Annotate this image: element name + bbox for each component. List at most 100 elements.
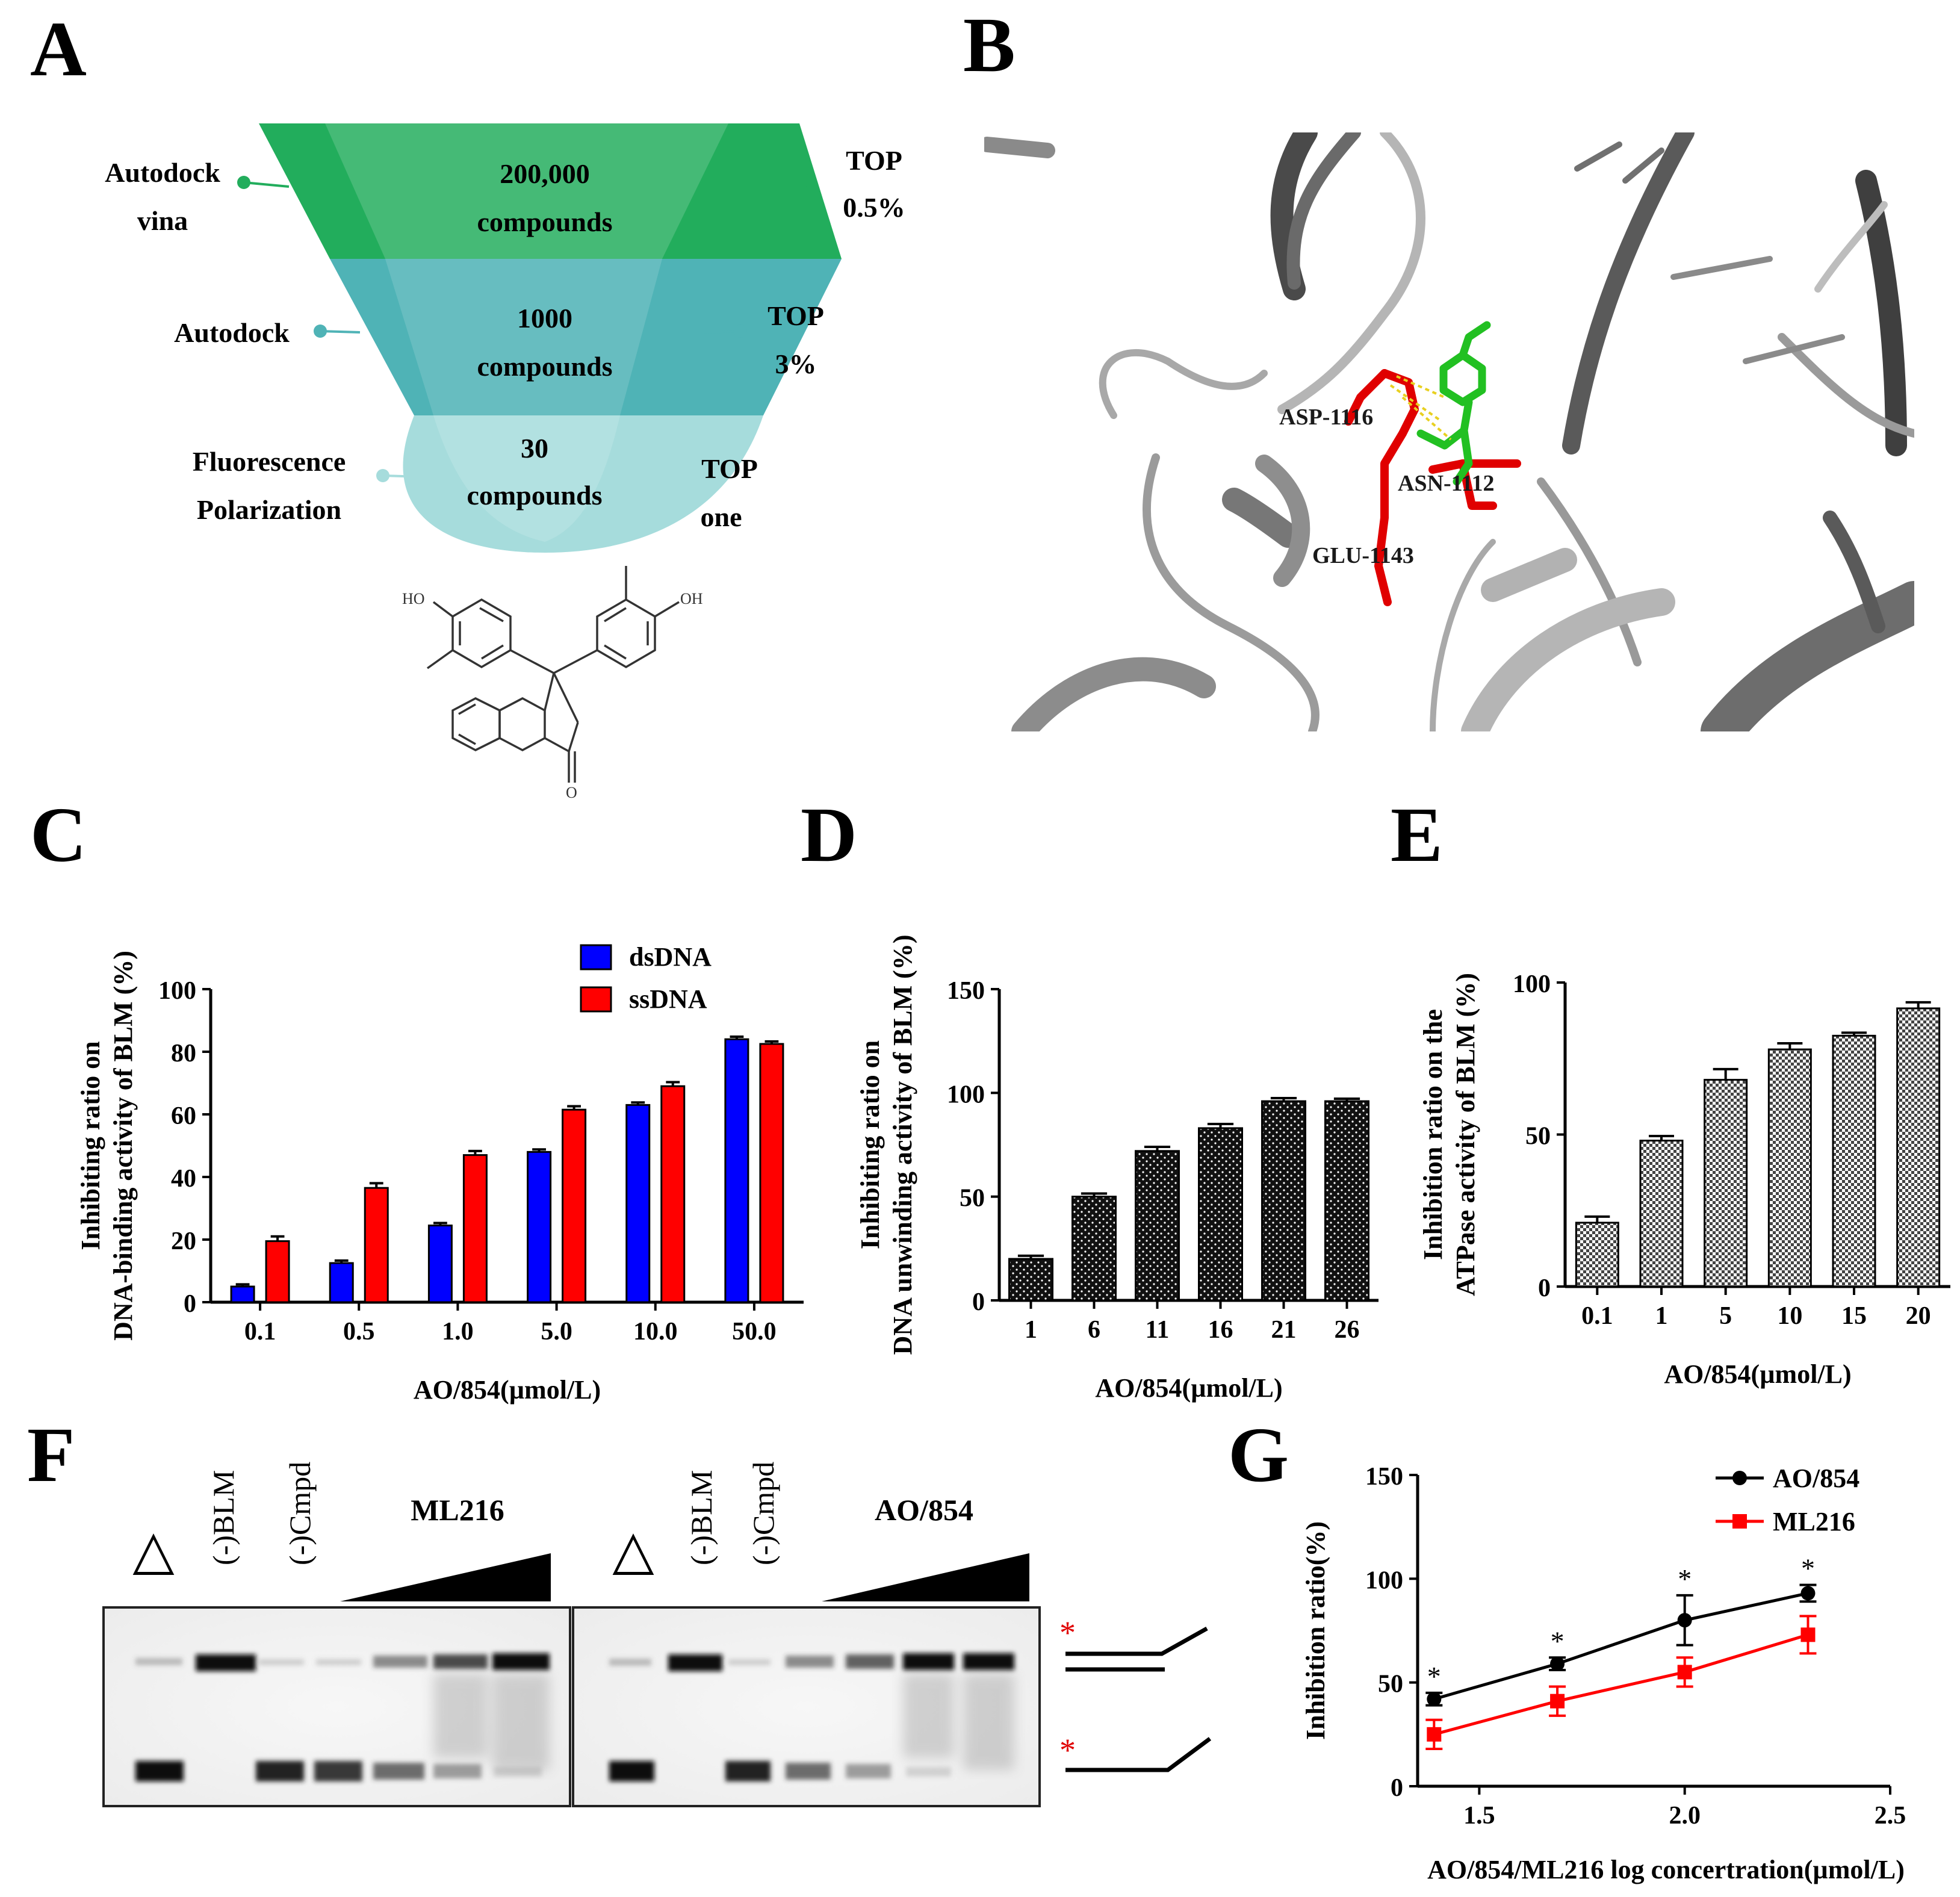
residue-label: GLU-1143	[1312, 543, 1414, 568]
gel-band	[373, 1656, 427, 1668]
gel-band	[963, 1653, 1014, 1670]
funnel-count: 1000	[517, 303, 572, 334]
gel-band	[609, 1659, 651, 1666]
legend-swatch	[580, 986, 612, 1013]
connector-dot	[314, 324, 327, 338]
y-tick-label: 60	[171, 1102, 196, 1130]
gel-band	[728, 1659, 771, 1665]
panel-letter-c: C	[30, 792, 87, 878]
series-line	[1433, 1592, 1809, 1701]
data-point	[1550, 1656, 1565, 1671]
y-tick-label: 0	[1538, 1274, 1551, 1302]
y-axis-label: Inhibition ratio(%)	[1301, 1521, 1330, 1740]
x-tick-label: 2.5	[1875, 1802, 1906, 1830]
y-axis-label: Inhibiting ratio on	[855, 1040, 885, 1249]
significance-star: *	[1427, 1661, 1441, 1692]
marker-star: *	[1059, 1732, 1076, 1768]
gel-band	[256, 1761, 304, 1781]
lane-label: (-)Cmpd	[283, 1462, 317, 1565]
x-axis-label: AO/854(µmol/L)	[1095, 1373, 1282, 1403]
data-point	[1800, 1627, 1816, 1642]
carbonyl-label: O	[566, 784, 577, 801]
bar	[1261, 1100, 1306, 1302]
active-site-residues	[1344, 369, 1521, 606]
bar	[462, 1154, 488, 1303]
panel-letter-g: G	[1228, 1412, 1289, 1498]
panel-c: C 0 20 40 60 80 100 0.1 0.5 1.0 5.0 10.0 50.0 Inhibi…	[30, 792, 804, 1405]
rank-label: TOP	[768, 300, 824, 331]
chemical-structure	[426, 566, 680, 783]
panel-letter-f: F	[27, 1412, 75, 1498]
x-tick-label: 10.0	[633, 1318, 678, 1346]
y-tick-label: 0	[972, 1288, 985, 1316]
gel-ml216: △ (-)BLM (-)Cmpd ML216	[102, 1462, 571, 1807]
data-point	[1677, 1613, 1692, 1628]
data-point	[1427, 1692, 1442, 1707]
step-label: Autodock	[105, 157, 220, 188]
x-axis-label: AO/854(µmol/L)	[414, 1375, 601, 1405]
x-tick-label: 5	[1719, 1302, 1732, 1330]
gel-band	[906, 1767, 951, 1777]
y-tick-label: 20	[171, 1228, 196, 1255]
x-tick-label: 1.5	[1463, 1802, 1495, 1830]
panel-letter-b: B	[963, 2, 1016, 88]
x-tick-label: 0.1	[244, 1318, 276, 1346]
gel-band	[135, 1761, 184, 1781]
significance-star: *	[1678, 1563, 1692, 1594]
rank-label: TOP	[846, 145, 902, 176]
legend-swatch	[580, 944, 612, 970]
bar	[1198, 1127, 1243, 1302]
concentration-wedge	[822, 1553, 1029, 1601]
untreated-triangle: △	[132, 1521, 174, 1580]
gel-band	[725, 1761, 771, 1781]
step-label: vina	[137, 205, 188, 236]
legend-label: dsDNA	[629, 942, 712, 972]
x-tick-label: 21	[1271, 1316, 1297, 1344]
funnel-unit: compounds	[477, 206, 613, 237]
bar	[1832, 1034, 1876, 1288]
funnel	[259, 123, 842, 553]
marker-star: *	[1059, 1615, 1076, 1651]
y-axis-label: DNA-binding activity of BLM (%)	[108, 951, 138, 1341]
gel-band	[492, 1653, 550, 1670]
chart-c: 0 20 40 60 80 100 0.1 0.5 1.0 5.0 10.0 50.0 Inhibiti…	[76, 942, 804, 1405]
gel-smear	[903, 1674, 954, 1758]
y-tick-label: 100	[158, 977, 196, 1005]
gel-smear	[492, 1674, 550, 1770]
bar	[1575, 1222, 1619, 1288]
gel-band	[846, 1654, 894, 1669]
bar	[427, 1225, 453, 1303]
x-tick-label: 0.5	[343, 1318, 375, 1346]
x-tick-label: 11	[1146, 1316, 1170, 1344]
bar	[230, 1285, 255, 1303]
data-point	[1550, 1694, 1565, 1709]
gel-band	[609, 1761, 654, 1781]
funnel-count: 30	[521, 433, 548, 464]
single-strand-icon	[1065, 1737, 1212, 1772]
bar	[364, 1187, 389, 1303]
gel-smear	[433, 1674, 488, 1758]
y-tick-label: 50	[1378, 1671, 1403, 1698]
rank-label: one	[701, 501, 742, 532]
step-label: Polarization	[197, 494, 341, 525]
gel-smear	[963, 1674, 1014, 1770]
hydrogen-bonds	[1389, 375, 1452, 441]
x-axis-label: AO/854/ML216 log concertration(µmol/L)	[1427, 1855, 1905, 1884]
ligand	[1416, 321, 1491, 486]
bar	[1767, 1048, 1812, 1288]
y-axis-label: DNA unwinding activity of BLM (%)	[888, 935, 917, 1355]
y-axis-label: Inhibition ratio on the	[1418, 1009, 1448, 1260]
x-tick-label: 50.0	[732, 1318, 777, 1346]
legend-marker	[1732, 1471, 1747, 1485]
bar	[527, 1150, 552, 1303]
funnel-highlight	[385, 259, 662, 415]
x-tick-label: 2.0	[1669, 1802, 1701, 1830]
rank-label: 3%	[775, 349, 817, 379]
bar	[625, 1104, 651, 1303]
bar	[329, 1262, 354, 1303]
gel-band	[433, 1764, 482, 1778]
bar	[1071, 1196, 1117, 1302]
y-tick-label: 100	[947, 1081, 985, 1108]
gel-band	[433, 1654, 488, 1669]
